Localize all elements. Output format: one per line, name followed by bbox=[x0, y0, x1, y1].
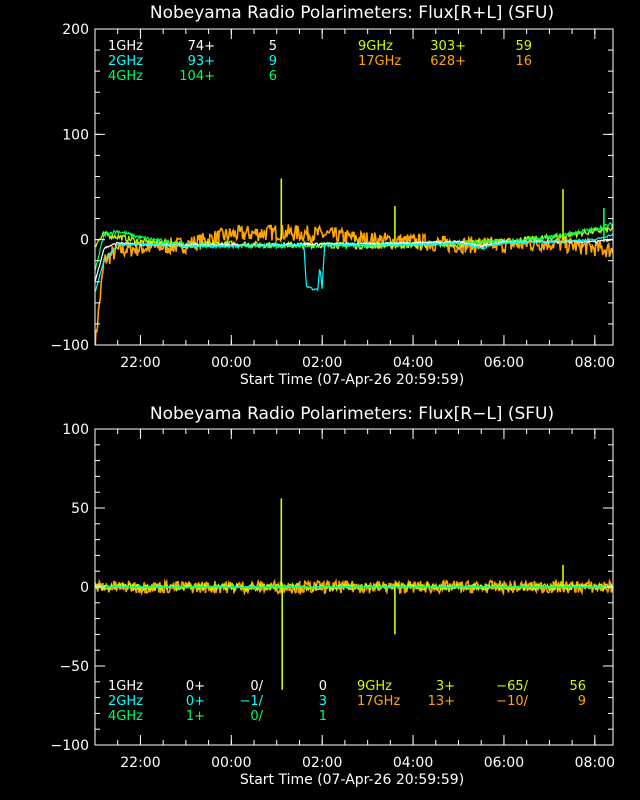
y-tick-label: 0 bbox=[80, 580, 89, 596]
chart-rplusl-xlabel: Start Time (07-Apr-26 20:59:59) bbox=[240, 372, 464, 388]
x-tick-label: 04:00 bbox=[393, 755, 433, 771]
legend-4GHz-1: 1+ bbox=[186, 709, 205, 724]
y-tick-label: −50 bbox=[59, 659, 89, 675]
chart-rminusl-xlabel: Start Time (07-Apr-26 20:59:59) bbox=[240, 772, 464, 788]
chart-rminusl-title: Nobeyama Radio Polarimeters: Flux[R−L] (… bbox=[150, 404, 554, 424]
legend-9GHz-3: 56 bbox=[569, 679, 586, 694]
y-tick-label: −100 bbox=[51, 738, 89, 754]
legend-4GHz-0: 4GHz bbox=[108, 69, 143, 84]
series-group bbox=[95, 498, 613, 690]
series-line-17GHz bbox=[95, 224, 613, 345]
legend-4GHz-2: 6 bbox=[269, 69, 277, 84]
legend-1GHz-1: 74+ bbox=[188, 39, 215, 54]
y-tick-label: 200 bbox=[62, 22, 89, 38]
x-tick-label: 08:00 bbox=[575, 755, 615, 771]
legend-17GHz-2: −10/ bbox=[496, 694, 528, 709]
legend-17GHz-1: 628+ bbox=[430, 54, 466, 69]
legend-9GHz-1: 3+ bbox=[436, 679, 455, 694]
series-line-2GHz bbox=[95, 233, 613, 292]
chart-rplusl-title: Nobeyama Radio Polarimeters: Flux[R+L] (… bbox=[150, 3, 554, 23]
legend-1GHz-2: 0/ bbox=[250, 679, 263, 694]
x-tick-label: 06:00 bbox=[484, 355, 524, 371]
chart-rminusl-series bbox=[95, 498, 613, 690]
legend-1GHz-2: 5 bbox=[269, 39, 277, 54]
x-tick-label: 22:00 bbox=[120, 355, 160, 371]
legend-1GHz-0: 1GHz bbox=[108, 39, 143, 54]
legend-4GHz-2: 0/ bbox=[250, 709, 263, 724]
legend-1GHz-3: 0 bbox=[319, 679, 327, 694]
legend-17GHz-0: 17GHz bbox=[358, 54, 401, 69]
legend-2GHz-0: 2GHz bbox=[108, 694, 143, 709]
y-tick-label: 50 bbox=[71, 501, 89, 517]
series-line-4GHz bbox=[95, 585, 613, 589]
x-tick-label: 00:00 bbox=[211, 755, 251, 771]
y-tick-label: 100 bbox=[62, 422, 89, 438]
chart-rplusl-plot-frame bbox=[94, 28, 614, 346]
chart-rplusl-legend: 1GHz 74+ 5 2GHz 93+ 9 4GHz 104+ 6 9GHz 303+ 59 17GHz… bbox=[108, 39, 532, 84]
legend-2GHz-1: 93+ bbox=[188, 54, 215, 69]
legend-17GHz-0: 17GHz bbox=[357, 694, 400, 709]
chart-rplusl-series bbox=[95, 178, 613, 345]
series-line-4GHz bbox=[95, 221, 613, 271]
x-tick-label: 00:00 bbox=[211, 355, 251, 371]
y-tick-label: 0 bbox=[80, 233, 89, 249]
chart-rplusl: Nobeyama Radio Polarimeters: Flux[R+L] (… bbox=[51, 3, 615, 388]
legend-4GHz-0: 4GHz bbox=[108, 709, 143, 724]
legend-17GHz-1: 13+ bbox=[428, 694, 455, 709]
x-tick-label: 22:00 bbox=[120, 755, 160, 771]
chart-rminusl: Nobeyama Radio Polarimeters: Flux[R−L] (… bbox=[51, 404, 615, 788]
x-tick-label: 02:00 bbox=[302, 355, 342, 371]
x-tick-label: 08:00 bbox=[575, 355, 615, 371]
legend-2GHz-1: 0+ bbox=[186, 694, 205, 709]
legend-1GHz-0: 1GHz bbox=[108, 679, 143, 694]
legend-1GHz-1: 0+ bbox=[186, 679, 205, 694]
legend-17GHz-2: 16 bbox=[515, 54, 532, 69]
legend-2GHz-2: 9 bbox=[269, 54, 277, 69]
x-tick-label: 06:00 bbox=[484, 755, 524, 771]
legend-4GHz-3: 1 bbox=[319, 709, 327, 724]
x-tick-label: 02:00 bbox=[302, 755, 342, 771]
legend-4GHz-1: 104+ bbox=[179, 69, 215, 84]
series-group bbox=[95, 178, 613, 345]
legend-9GHz-0: 9GHz bbox=[357, 679, 392, 694]
legend-2GHz-2: −1/ bbox=[239, 694, 263, 709]
legend-9GHz-0: 9GHz bbox=[358, 39, 393, 54]
x-tick-label: 04:00 bbox=[393, 355, 433, 371]
y-tick-label: −100 bbox=[51, 338, 89, 354]
legend-2GHz-0: 2GHz bbox=[108, 54, 143, 69]
y-tick-label: 100 bbox=[62, 127, 89, 143]
legend-2GHz-3: 3 bbox=[319, 694, 327, 709]
legend-9GHz-1: 303+ bbox=[430, 39, 466, 54]
chart-rminusl-legend: 1GHz 0+ 0/0 2GHz 0+ −1/3 4GHz 1+ 0/1 9GHz 3+ −65/56… bbox=[108, 679, 586, 724]
legend-9GHz-2: −65/ bbox=[496, 679, 528, 694]
chart-rminusl-ticks: 100 50 0 −50 −100 22:00 00:00 02:00 04:00 06:00 08… bbox=[51, 422, 615, 771]
chart-rplusl-ticks: 200 100 0 −100 22:00 00:00 02:00 04:00 06:00 08:0… bbox=[51, 22, 615, 371]
legend-9GHz-2: 59 bbox=[515, 39, 532, 54]
legend-17GHz-3: 9 bbox=[578, 694, 586, 709]
